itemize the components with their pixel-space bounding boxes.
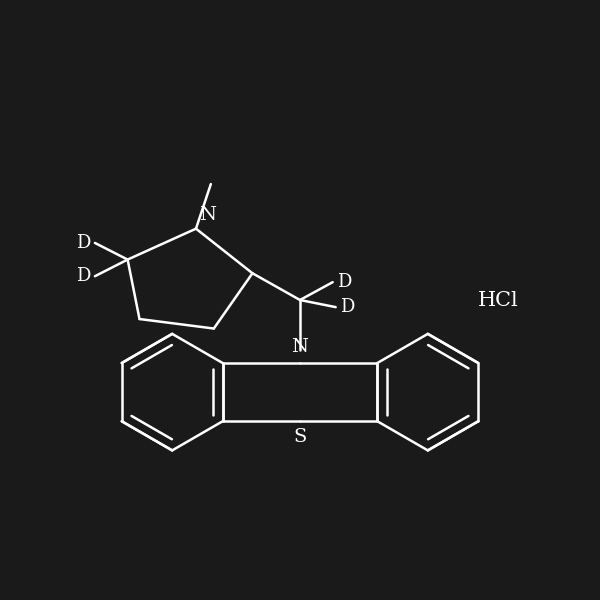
Text: D: D	[340, 298, 355, 316]
Text: D: D	[76, 234, 90, 252]
Text: HCl: HCl	[478, 290, 519, 310]
Text: N: N	[199, 206, 216, 224]
Text: S: S	[293, 428, 307, 446]
Text: N: N	[292, 338, 308, 356]
Text: D: D	[337, 273, 352, 291]
Text: D: D	[76, 267, 90, 285]
